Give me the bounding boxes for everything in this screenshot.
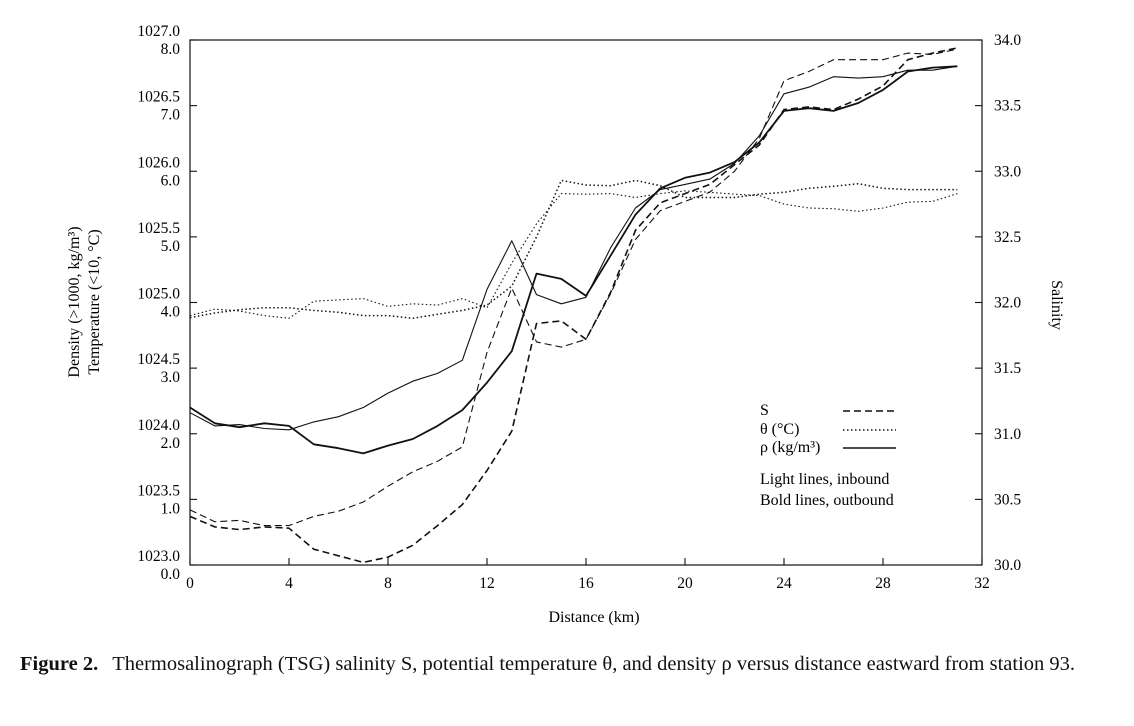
right-salinity-tick-label: 33.5 bbox=[994, 98, 1021, 115]
legend: S θ (°C) ρ (kg/m³) Light lines, inbound … bbox=[760, 402, 896, 509]
left-density-tick-label: 1025.0 bbox=[137, 286, 180, 303]
x-axis-ticks: 0 4 8 12 16 20 24 28 32 bbox=[186, 558, 990, 592]
left-density-tick-label: 1024.0 bbox=[137, 417, 180, 434]
right-salinity-tick-label: 32.5 bbox=[994, 229, 1021, 246]
left-temperature-tick-label: 1.0 bbox=[161, 500, 181, 517]
legend-note-outbound: Bold lines, outbound bbox=[760, 492, 894, 509]
figure-caption: Figure 2. Thermosalinograph (TSG) salinit… bbox=[20, 652, 1112, 676]
series-line-temperature-outbound bbox=[189, 179, 958, 320]
y-right-label: Salinity bbox=[1048, 280, 1065, 330]
series-line-density-outbound bbox=[189, 65, 958, 455]
x-tick-label: 12 bbox=[479, 575, 495, 592]
series-line-salinity-outbound bbox=[189, 47, 958, 564]
series-line-temperature-inbound bbox=[189, 190, 958, 319]
left-density-tick-label: 1026.5 bbox=[137, 89, 180, 106]
left-temperature-tick-label: 3.0 bbox=[161, 369, 181, 386]
tsg-chart: 1023.0 1023.5 1024.0 1024.5 1025.0 1025.5 1026… bbox=[66, 23, 1065, 626]
x-axis-label: Distance (km) bbox=[548, 609, 639, 626]
left-density-tick-label: 1025.5 bbox=[137, 220, 180, 237]
left-temperature-tick-label: 0.0 bbox=[161, 566, 181, 583]
legend-note-inbound: Light lines, inbound bbox=[760, 471, 889, 488]
legend-label-density: ρ (kg/m³) bbox=[760, 439, 820, 456]
left-temperature-tick-label: 8.0 bbox=[161, 41, 181, 58]
right-salinity-tick-label: 32.0 bbox=[994, 295, 1021, 312]
right-axis-salinity-ticks: 30.0 30.5 31.0 31.5 32.0 32.5 33.0 33.5 34.0 bbox=[975, 32, 1021, 574]
x-tick-label: 28 bbox=[875, 575, 891, 592]
left-density-tick-label: 1027.0 bbox=[137, 23, 180, 40]
right-salinity-tick-label: 34.0 bbox=[994, 32, 1021, 49]
left-temperature-tick-label: 4.0 bbox=[161, 304, 181, 321]
series-line-salinity-inbound bbox=[189, 48, 958, 527]
left-temperature-tick-label: 6.0 bbox=[161, 172, 181, 189]
left-temperature-tick-label: 5.0 bbox=[161, 238, 181, 255]
figure-label: Figure 2. bbox=[20, 653, 99, 675]
legend-label-salinity: S bbox=[760, 402, 769, 419]
x-tick-label: 4 bbox=[285, 575, 293, 592]
right-salinity-tick-label: 31.0 bbox=[994, 426, 1021, 443]
left-temperature-tick-label: 2.0 bbox=[161, 435, 181, 452]
y-left-label-density: Density (>1000, kg/m³) bbox=[66, 226, 83, 377]
x-tick-label: 32 bbox=[974, 575, 990, 592]
right-salinity-tick-label: 31.5 bbox=[994, 360, 1021, 377]
left-density-tick-label: 1023.5 bbox=[137, 482, 180, 499]
left-axis-temperature-ticks: 0.0 1.0 2.0 3.0 4.0 5.0 6.0 7.0 8.0 bbox=[161, 41, 181, 583]
figure-caption-text: Thermosalinograph (TSG) salinity S, pote… bbox=[112, 653, 1076, 675]
right-salinity-tick-label: 30.5 bbox=[994, 491, 1021, 508]
left-density-tick-label: 1024.5 bbox=[137, 351, 180, 368]
x-tick-label: 24 bbox=[776, 575, 792, 592]
right-salinity-tick-label: 33.0 bbox=[994, 163, 1021, 180]
left-axis-density-ticks: 1023.0 1023.5 1024.0 1024.5 1025.0 1025.5 1026… bbox=[137, 23, 197, 566]
x-tick-label: 20 bbox=[677, 575, 693, 592]
x-tick-label: 8 bbox=[384, 575, 392, 592]
y-left-label-temperature: Temperature (<10, °C) bbox=[86, 229, 103, 374]
x-tick-label: 0 bbox=[186, 575, 194, 592]
right-salinity-tick-label: 30.0 bbox=[994, 557, 1021, 574]
series-layer bbox=[189, 47, 958, 564]
left-temperature-tick-label: 7.0 bbox=[161, 107, 181, 124]
legend-label-temperature: θ (°C) bbox=[760, 421, 799, 438]
series-line-density-inbound bbox=[189, 65, 958, 431]
left-density-tick-label: 1026.0 bbox=[137, 154, 180, 171]
left-density-tick-label: 1023.0 bbox=[137, 548, 180, 565]
x-tick-label: 16 bbox=[578, 575, 594, 592]
